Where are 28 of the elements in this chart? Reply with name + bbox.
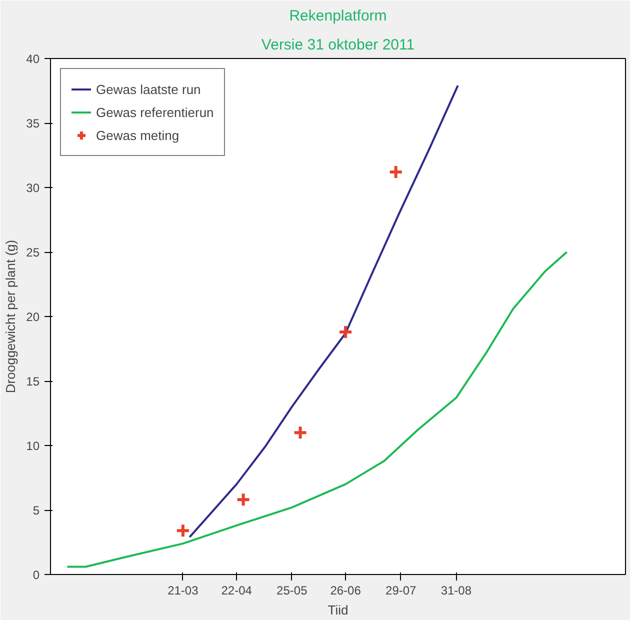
- legend-label: Gewas referentierun: [96, 104, 214, 120]
- y-axis-title: Drooggewicht per plant (g): [3, 240, 18, 394]
- line-series: [66, 251, 568, 568]
- y-tick-label: 40: [26, 52, 40, 66]
- y-tick-label: 20: [26, 310, 40, 324]
- x-axis-title: Tiid: [328, 602, 348, 618]
- y-tick-label: 10: [26, 439, 40, 453]
- y-tick-label: 5: [32, 504, 40, 518]
- x-tick-label: 21-03: [168, 584, 199, 598]
- legend-label: Gewas laatste run: [96, 82, 201, 96]
- y-tick-label: 35: [26, 116, 40, 130]
- y-tick-label: 30: [26, 181, 40, 195]
- y-tick-label: 25: [26, 246, 40, 260]
- x-tick-label: 31-08: [440, 584, 472, 598]
- text: Versie 31 oktober 2011: [261, 36, 415, 54]
- y-tick-label: 0: [32, 568, 40, 582]
- x-tick-label: 22-04: [221, 584, 252, 598]
- point: [236, 492, 251, 508]
- text: Rekenplatform: [289, 8, 387, 24]
- x-tick-label: 26-06: [330, 584, 362, 598]
- legend-label: Gewas meting: [96, 128, 180, 142]
- point: [388, 164, 404, 180]
- y-tick-label: 15: [26, 374, 40, 388]
- point: [175, 523, 190, 538]
- x-tick-label: 29-07: [386, 584, 417, 598]
- x-tick-label: 25-05: [276, 584, 308, 598]
- point: [292, 425, 308, 440]
- point: [338, 324, 354, 340]
